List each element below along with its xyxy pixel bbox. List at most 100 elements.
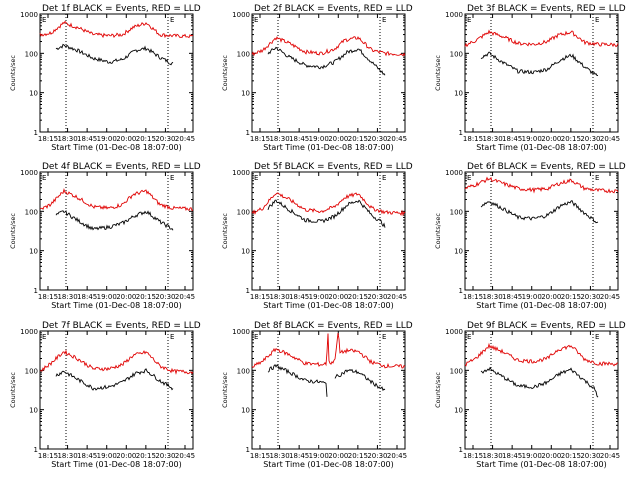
x-tick-label: 18:45 — [77, 293, 97, 301]
panel-title: Det 2f BLACK = Events, RED = LLD — [254, 4, 413, 14]
y-tick-label: 1 — [246, 129, 250, 137]
x-axis-title: Start Time (01-Dec-08 18:07:00) — [263, 460, 394, 469]
x-axis-title: Start Time (01-Dec-08 18:07:00) — [263, 301, 394, 310]
y-tick-label: 10 — [241, 407, 250, 415]
x-tick-label: 20:00 — [541, 452, 561, 460]
detector-panel-6: Det 6f BLACK = Events, RED = LLD 1 10 100 10… — [434, 162, 626, 310]
x-tick-label: 20:45 — [600, 452, 620, 460]
y-tick-label: 1 — [34, 446, 38, 454]
x-tick-label: 18:30 — [482, 293, 502, 301]
x-tick-label: 20:30 — [580, 135, 600, 143]
e-marker-label: E — [595, 16, 599, 24]
y-tick-label: 1 — [246, 446, 250, 454]
e-marker-label: E — [382, 174, 386, 182]
x-tick-label: 20:15 — [348, 293, 368, 301]
events-series-line — [55, 43, 174, 66]
plot-frame — [464, 171, 619, 291]
x-axis-title: Start Time (01-Dec-08 18:07:00) — [51, 460, 182, 469]
detector-panel-9: Det 9f BLACK = Events, RED = LLD 1 10 100 10… — [434, 321, 626, 469]
x-tick-label: 18:15 — [463, 293, 483, 301]
y-tick-label: 10 — [454, 90, 463, 98]
e-marker-label: E — [595, 174, 599, 182]
x-tick-label: 20:45 — [387, 293, 407, 301]
x-axis-title: Start Time (01-Dec-08 18:07:00) — [476, 143, 607, 152]
x-tick-label: 20:45 — [387, 452, 407, 460]
y-tick-label: 1 — [459, 287, 463, 295]
lld-series-line — [39, 349, 194, 375]
y-axis-title: Counts/sec — [221, 55, 229, 91]
plot-frame — [251, 330, 406, 450]
y-tick-label: 1 — [34, 287, 38, 295]
x-tick-label: 18:45 — [289, 135, 309, 143]
events-series-line — [267, 46, 386, 76]
x-axis-title: Start Time (01-Dec-08 18:07:00) — [476, 460, 607, 469]
plot-frame — [464, 13, 619, 133]
x-tick-label: 20:00 — [328, 135, 348, 143]
e-marker-label: E — [382, 333, 386, 341]
plot-frame — [251, 171, 406, 291]
x-tick-label: 18:45 — [77, 452, 97, 460]
x-tick-label: 20:45 — [175, 293, 195, 301]
x-axis-title: Start Time (01-Dec-08 18:07:00) — [51, 301, 182, 310]
y-axis-title: Counts/sec — [434, 213, 442, 249]
y-tick-label: 10 — [454, 248, 463, 256]
y-tick-label: 1000 — [232, 11, 250, 19]
e-marker-label: E — [42, 174, 46, 182]
y-tick-label: 1 — [459, 446, 463, 454]
y-tick-label: 100 — [450, 367, 463, 375]
x-axis-title: Start Time (01-Dec-08 18:07:00) — [51, 143, 182, 152]
y-tick-label: 1 — [459, 129, 463, 137]
e-marker-label: E — [467, 174, 471, 182]
events-series-line — [55, 209, 174, 231]
e-marker-label: E — [42, 16, 46, 24]
panel-title: Det 5f BLACK = Events, RED = LLD — [254, 162, 413, 172]
x-tick-label: 20:45 — [600, 135, 620, 143]
y-tick-label: 1 — [34, 129, 38, 137]
panel-title: Det 7f BLACK = Events, RED = LLD — [42, 321, 201, 331]
e-marker-label: E — [254, 16, 258, 24]
x-tick-label: 20:30 — [580, 293, 600, 301]
e-marker-label: E — [254, 333, 258, 341]
e-marker-label: E — [42, 333, 46, 341]
x-tick-label: 20:00 — [541, 293, 561, 301]
x-tick-label: 20:30 — [367, 452, 387, 460]
x-tick-label: 19:00 — [522, 135, 542, 143]
panel-title: Det 1f BLACK = Events, RED = LLD — [42, 4, 201, 14]
e-marker-label: E — [467, 16, 471, 24]
lld-series-line — [464, 29, 619, 48]
lld-series-line — [251, 333, 406, 369]
y-tick-label: 100 — [450, 50, 463, 58]
lld-series-line — [251, 36, 406, 57]
x-tick-label: 18:45 — [502, 293, 522, 301]
x-tick-label: 20:00 — [328, 452, 348, 460]
e-marker-label: E — [254, 174, 258, 182]
plot-frame — [251, 13, 406, 133]
x-tick-label: 18:15 — [250, 135, 270, 143]
lld-series-line — [39, 187, 194, 212]
lld-series-line — [251, 192, 406, 217]
y-tick-label: 100 — [450, 208, 463, 216]
panel-title: Det 6f BLACK = Events, RED = LLD — [467, 162, 626, 172]
detector-panel-5: Det 5f BLACK = Events, RED = LLD 1 10 100 10… — [221, 162, 413, 310]
x-tick-label: 20:15 — [348, 452, 368, 460]
events-series-line — [55, 368, 174, 391]
x-tick-label: 19:00 — [97, 135, 117, 143]
x-tick-label: 18:45 — [502, 452, 522, 460]
x-tick-label: 19:00 — [97, 452, 117, 460]
y-tick-label: 100 — [237, 208, 250, 216]
detector-panel-2: Det 2f BLACK = Events, RED = LLD 1 10 100 10… — [221, 4, 413, 152]
x-tick-label: 18:15 — [463, 135, 483, 143]
plot-frame — [39, 171, 194, 291]
lld-series-line — [464, 342, 618, 367]
x-tick-label: 19:00 — [309, 452, 329, 460]
e-marker-label: E — [170, 16, 174, 24]
y-tick-label: 10 — [454, 407, 463, 415]
e-marker-label: E — [595, 333, 599, 341]
x-tick-label: 20:00 — [116, 135, 136, 143]
detector-panel-3: Det 3f BLACK = Events, RED = LLD 1 10 100 10… — [434, 4, 626, 152]
y-tick-label: 1000 — [20, 328, 38, 336]
x-tick-label: 20:30 — [580, 452, 600, 460]
y-axis-title: Counts/sec — [221, 213, 229, 249]
x-tick-label: 18:15 — [38, 452, 58, 460]
